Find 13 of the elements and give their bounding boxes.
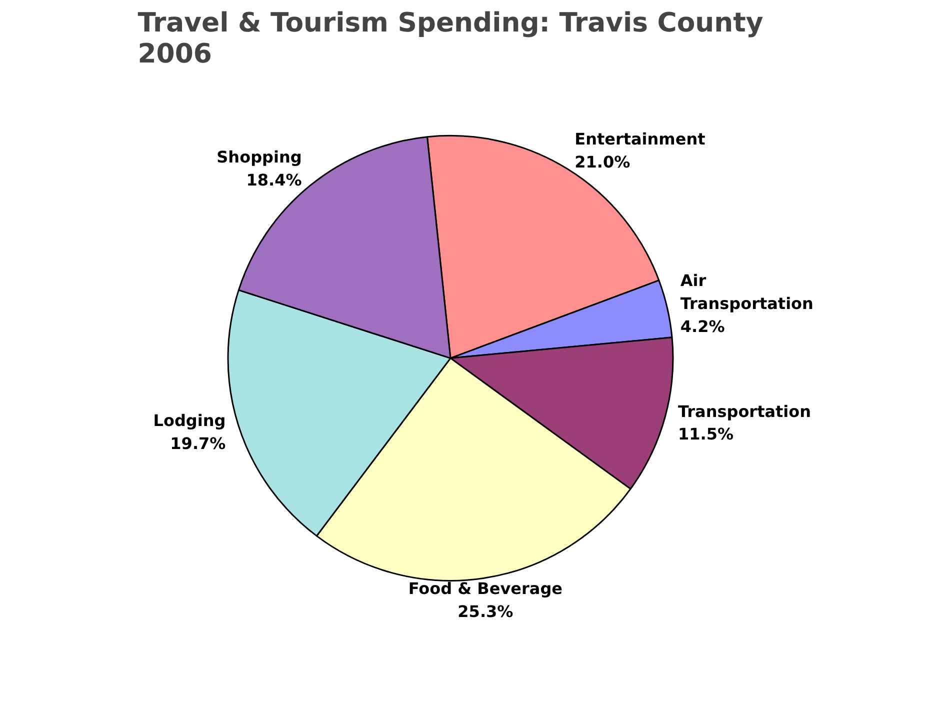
slice-label: Transportation: [678, 402, 812, 421]
data-label: 11.5%: [678, 424, 734, 444]
slice-label: Shopping: [216, 148, 302, 167]
data-label: 19.7%: [170, 434, 226, 453]
data-label: 18.4%: [246, 170, 302, 190]
data-label: 21.0%: [574, 152, 630, 172]
chart-title: Travel & Tourism Spending: Travis County 2006: [138, 8, 764, 70]
data-label: 4.2%: [680, 316, 725, 336]
slice-label: Food & Beverage: [408, 578, 563, 598]
slice-label: Air Transportation: [680, 271, 814, 314]
slice-label: Lodging: [153, 411, 226, 430]
data-label: 25.3%: [458, 602, 514, 621]
slice-label: Entertainment: [574, 129, 706, 148]
